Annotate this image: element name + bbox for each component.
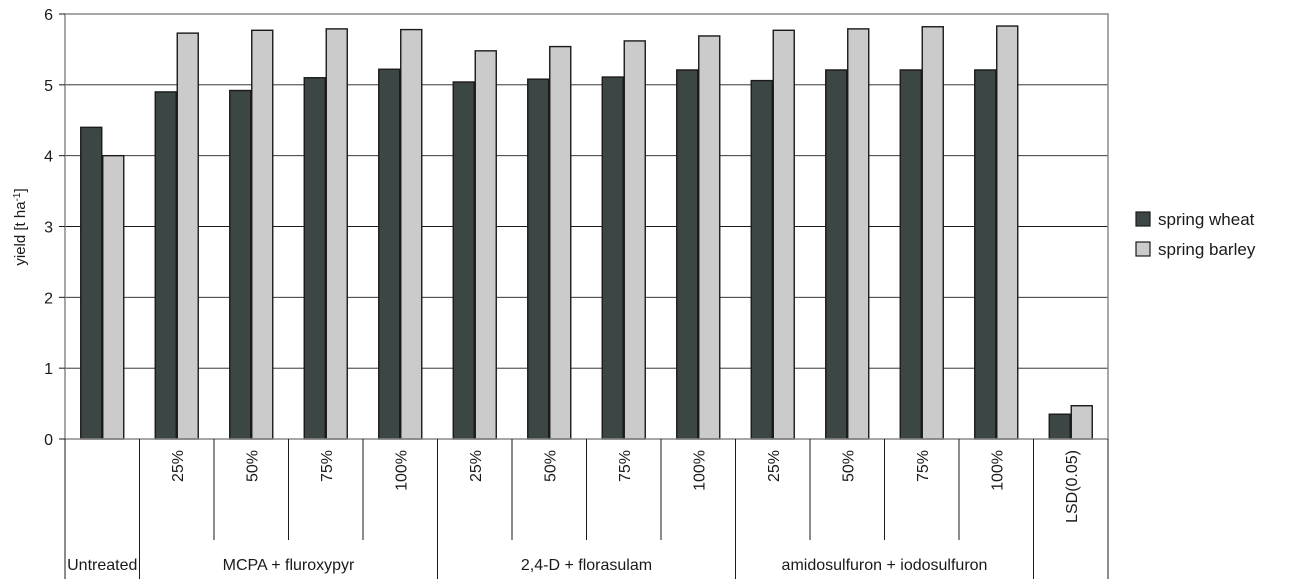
bar-spring-wheat <box>527 78 550 440</box>
x-tick-label: 50% <box>244 450 261 482</box>
bar-spring-wheat <box>229 89 252 440</box>
x-group-label: amidosulfuron + iodosulfuron <box>782 557 988 574</box>
y-tick-label: 5 <box>44 78 53 95</box>
bar-spring-wheat <box>303 77 326 440</box>
x-axis-groups: Untreated MCPA + fluroxypyr 2,4-D + floras… <box>67 557 987 574</box>
y-axis-label: yield [t ha-1] <box>12 188 30 265</box>
bar-spring-wheat <box>825 69 848 440</box>
x-tick-label: 25% <box>468 450 485 482</box>
x-tick-label: 100% <box>691 450 708 491</box>
bar-spring-barley <box>996 25 1019 440</box>
gridlines <box>65 13 1108 440</box>
bar-spring-wheat <box>378 68 401 440</box>
bar-spring-barley <box>400 28 423 440</box>
bar-spring-wheat <box>1048 413 1071 440</box>
bar-spring-barley <box>921 26 944 440</box>
y-tick-label: 3 <box>44 220 53 237</box>
x-group-label: 2,4-D + florasulam <box>521 557 652 574</box>
bar-spring-wheat <box>750 79 773 440</box>
x-tick-label: 50% <box>542 450 559 482</box>
x-group-label: MCPA + fluroxypyr <box>223 557 355 574</box>
legend-label: spring wheat <box>1158 210 1255 229</box>
bar-spring-barley <box>474 50 497 440</box>
legend-swatch <box>1135 241 1151 257</box>
y-axis-ticks: 0 1 2 3 4 5 6 <box>44 7 65 449</box>
bar-spring-wheat <box>676 69 699 440</box>
bar-spring-barley <box>102 154 125 440</box>
bar-spring-wheat <box>899 69 922 440</box>
y-tick-label: 4 <box>44 149 53 166</box>
bar-spring-barley <box>176 32 199 440</box>
x-tick-label: 50% <box>840 450 857 482</box>
x-axis-categories: 25% 50% 75% 100% 25% 50% 75% 100% 25% 50% 75% 100% L… <box>64 439 1109 579</box>
bar-spring-wheat <box>974 69 997 440</box>
bar-spring-wheat <box>154 91 177 440</box>
x-tick-label: 75% <box>617 450 634 482</box>
x-group-label: Untreated <box>67 557 137 574</box>
bar-spring-wheat <box>80 126 103 440</box>
bar-spring-barley <box>772 29 795 440</box>
x-tick-label: 25% <box>170 450 187 482</box>
bar-spring-barley <box>251 29 274 440</box>
x-tick-label: 25% <box>766 450 783 482</box>
legend-label: spring barley <box>1158 240 1256 259</box>
y-tick-label: 2 <box>44 290 53 307</box>
x-tick-label: 100% <box>393 450 410 491</box>
bar-spring-wheat <box>452 81 475 440</box>
x-tick-label: 100% <box>989 450 1006 491</box>
x-tick-label: LSD(0.05) <box>1064 450 1081 523</box>
bar-spring-wheat <box>601 76 624 440</box>
bar-spring-barley <box>1070 405 1093 440</box>
legend-swatch <box>1135 211 1151 227</box>
bar-spring-barley <box>549 45 572 440</box>
bars <box>80 25 1093 440</box>
bar-spring-barley <box>623 40 646 440</box>
y-tick-label: 6 <box>44 7 53 24</box>
bar-spring-barley <box>325 28 348 440</box>
x-tick-label: 75% <box>319 450 336 482</box>
bar-spring-barley <box>698 35 721 440</box>
x-tick-label: 75% <box>915 450 932 482</box>
y-tick-label: 0 <box>44 432 53 449</box>
legend: spring wheat spring barley <box>1135 210 1256 259</box>
y-tick-label: 1 <box>44 361 53 378</box>
bar-spring-barley <box>847 28 870 440</box>
